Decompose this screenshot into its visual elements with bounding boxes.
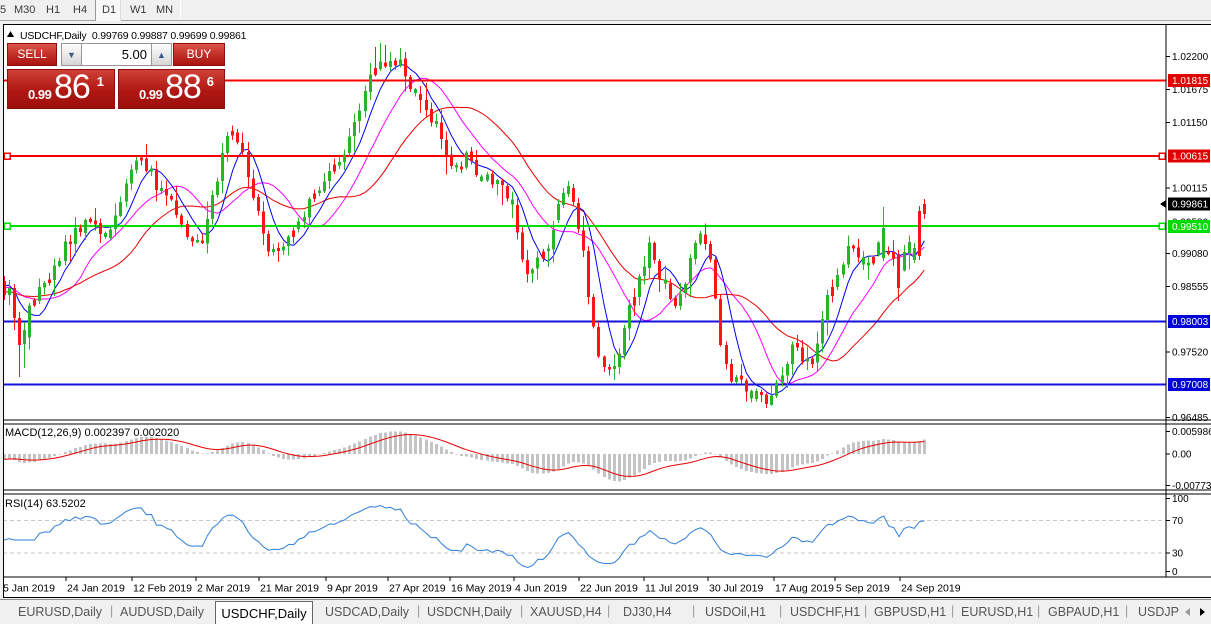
svg-text:2 Mar 2019: 2 Mar 2019 — [197, 583, 250, 595]
svg-text:RSI(14) 63.5202: RSI(14) 63.5202 — [5, 498, 86, 510]
svg-text:-0.007737: -0.007737 — [1172, 481, 1211, 492]
svg-text:MACD(12,26,9) 0.002397 0.00202: MACD(12,26,9) 0.002397 0.002020 — [5, 427, 179, 439]
svg-text:0.97008: 0.97008 — [1172, 380, 1209, 391]
svg-text:24 Sep 2019: 24 Sep 2019 — [901, 583, 961, 595]
svg-text:0.96485: 0.96485 — [1172, 413, 1209, 424]
svg-text:17 Aug 2019: 17 Aug 2019 — [775, 583, 834, 595]
svg-text:27 Apr 2019: 27 Apr 2019 — [389, 583, 446, 595]
svg-text:0.00: 0.00 — [1172, 450, 1192, 461]
svg-text:70: 70 — [1172, 516, 1184, 527]
svg-text:1.00115: 1.00115 — [1172, 184, 1208, 195]
svg-text:0.98555: 0.98555 — [1172, 282, 1209, 293]
svg-text:0.005986: 0.005986 — [1172, 427, 1211, 438]
svg-text:4 Jun 2019: 4 Jun 2019 — [515, 583, 567, 595]
svg-text:1.01150: 1.01150 — [1172, 118, 1208, 129]
svg-text:1.01815: 1.01815 — [1172, 76, 1209, 87]
svg-text:1.00615: 1.00615 — [1172, 152, 1209, 163]
svg-text:24 Jan 2019: 24 Jan 2019 — [67, 583, 125, 595]
svg-text:5 Sep 2019: 5 Sep 2019 — [836, 583, 890, 595]
svg-text:1.02200: 1.02200 — [1172, 52, 1209, 63]
svg-text:0.99080: 0.99080 — [1172, 249, 1209, 260]
svg-text:0.98003: 0.98003 — [1172, 317, 1209, 328]
svg-text:16 May 2019: 16 May 2019 — [451, 583, 512, 595]
svg-text:30 Jul 2019: 30 Jul 2019 — [709, 583, 763, 595]
svg-text:5 Jan 2019: 5 Jan 2019 — [3, 583, 55, 595]
svg-text:0.97520: 0.97520 — [1172, 348, 1209, 359]
svg-text:9 Apr 2019: 9 Apr 2019 — [327, 583, 378, 595]
svg-text:22 Jun 2019: 22 Jun 2019 — [580, 583, 638, 595]
svg-text:0: 0 — [1172, 567, 1178, 578]
svg-text:12 Feb 2019: 12 Feb 2019 — [133, 583, 192, 595]
svg-text:30: 30 — [1172, 549, 1184, 560]
svg-text:11 Jul 2019: 11 Jul 2019 — [645, 583, 699, 595]
svg-text:1.01675: 1.01675 — [1172, 85, 1209, 96]
svg-text:USDCHF,Daily 0.99769 0.99887: USDCHF,Daily 0.99769 0.99887 0.99699 0.9… — [20, 30, 247, 42]
svg-text:100: 100 — [1172, 494, 1189, 505]
svg-text:0.99510: 0.99510 — [1172, 222, 1209, 233]
svg-text:0.99861: 0.99861 — [1172, 200, 1209, 211]
svg-text:21 Mar 2019: 21 Mar 2019 — [260, 583, 319, 595]
